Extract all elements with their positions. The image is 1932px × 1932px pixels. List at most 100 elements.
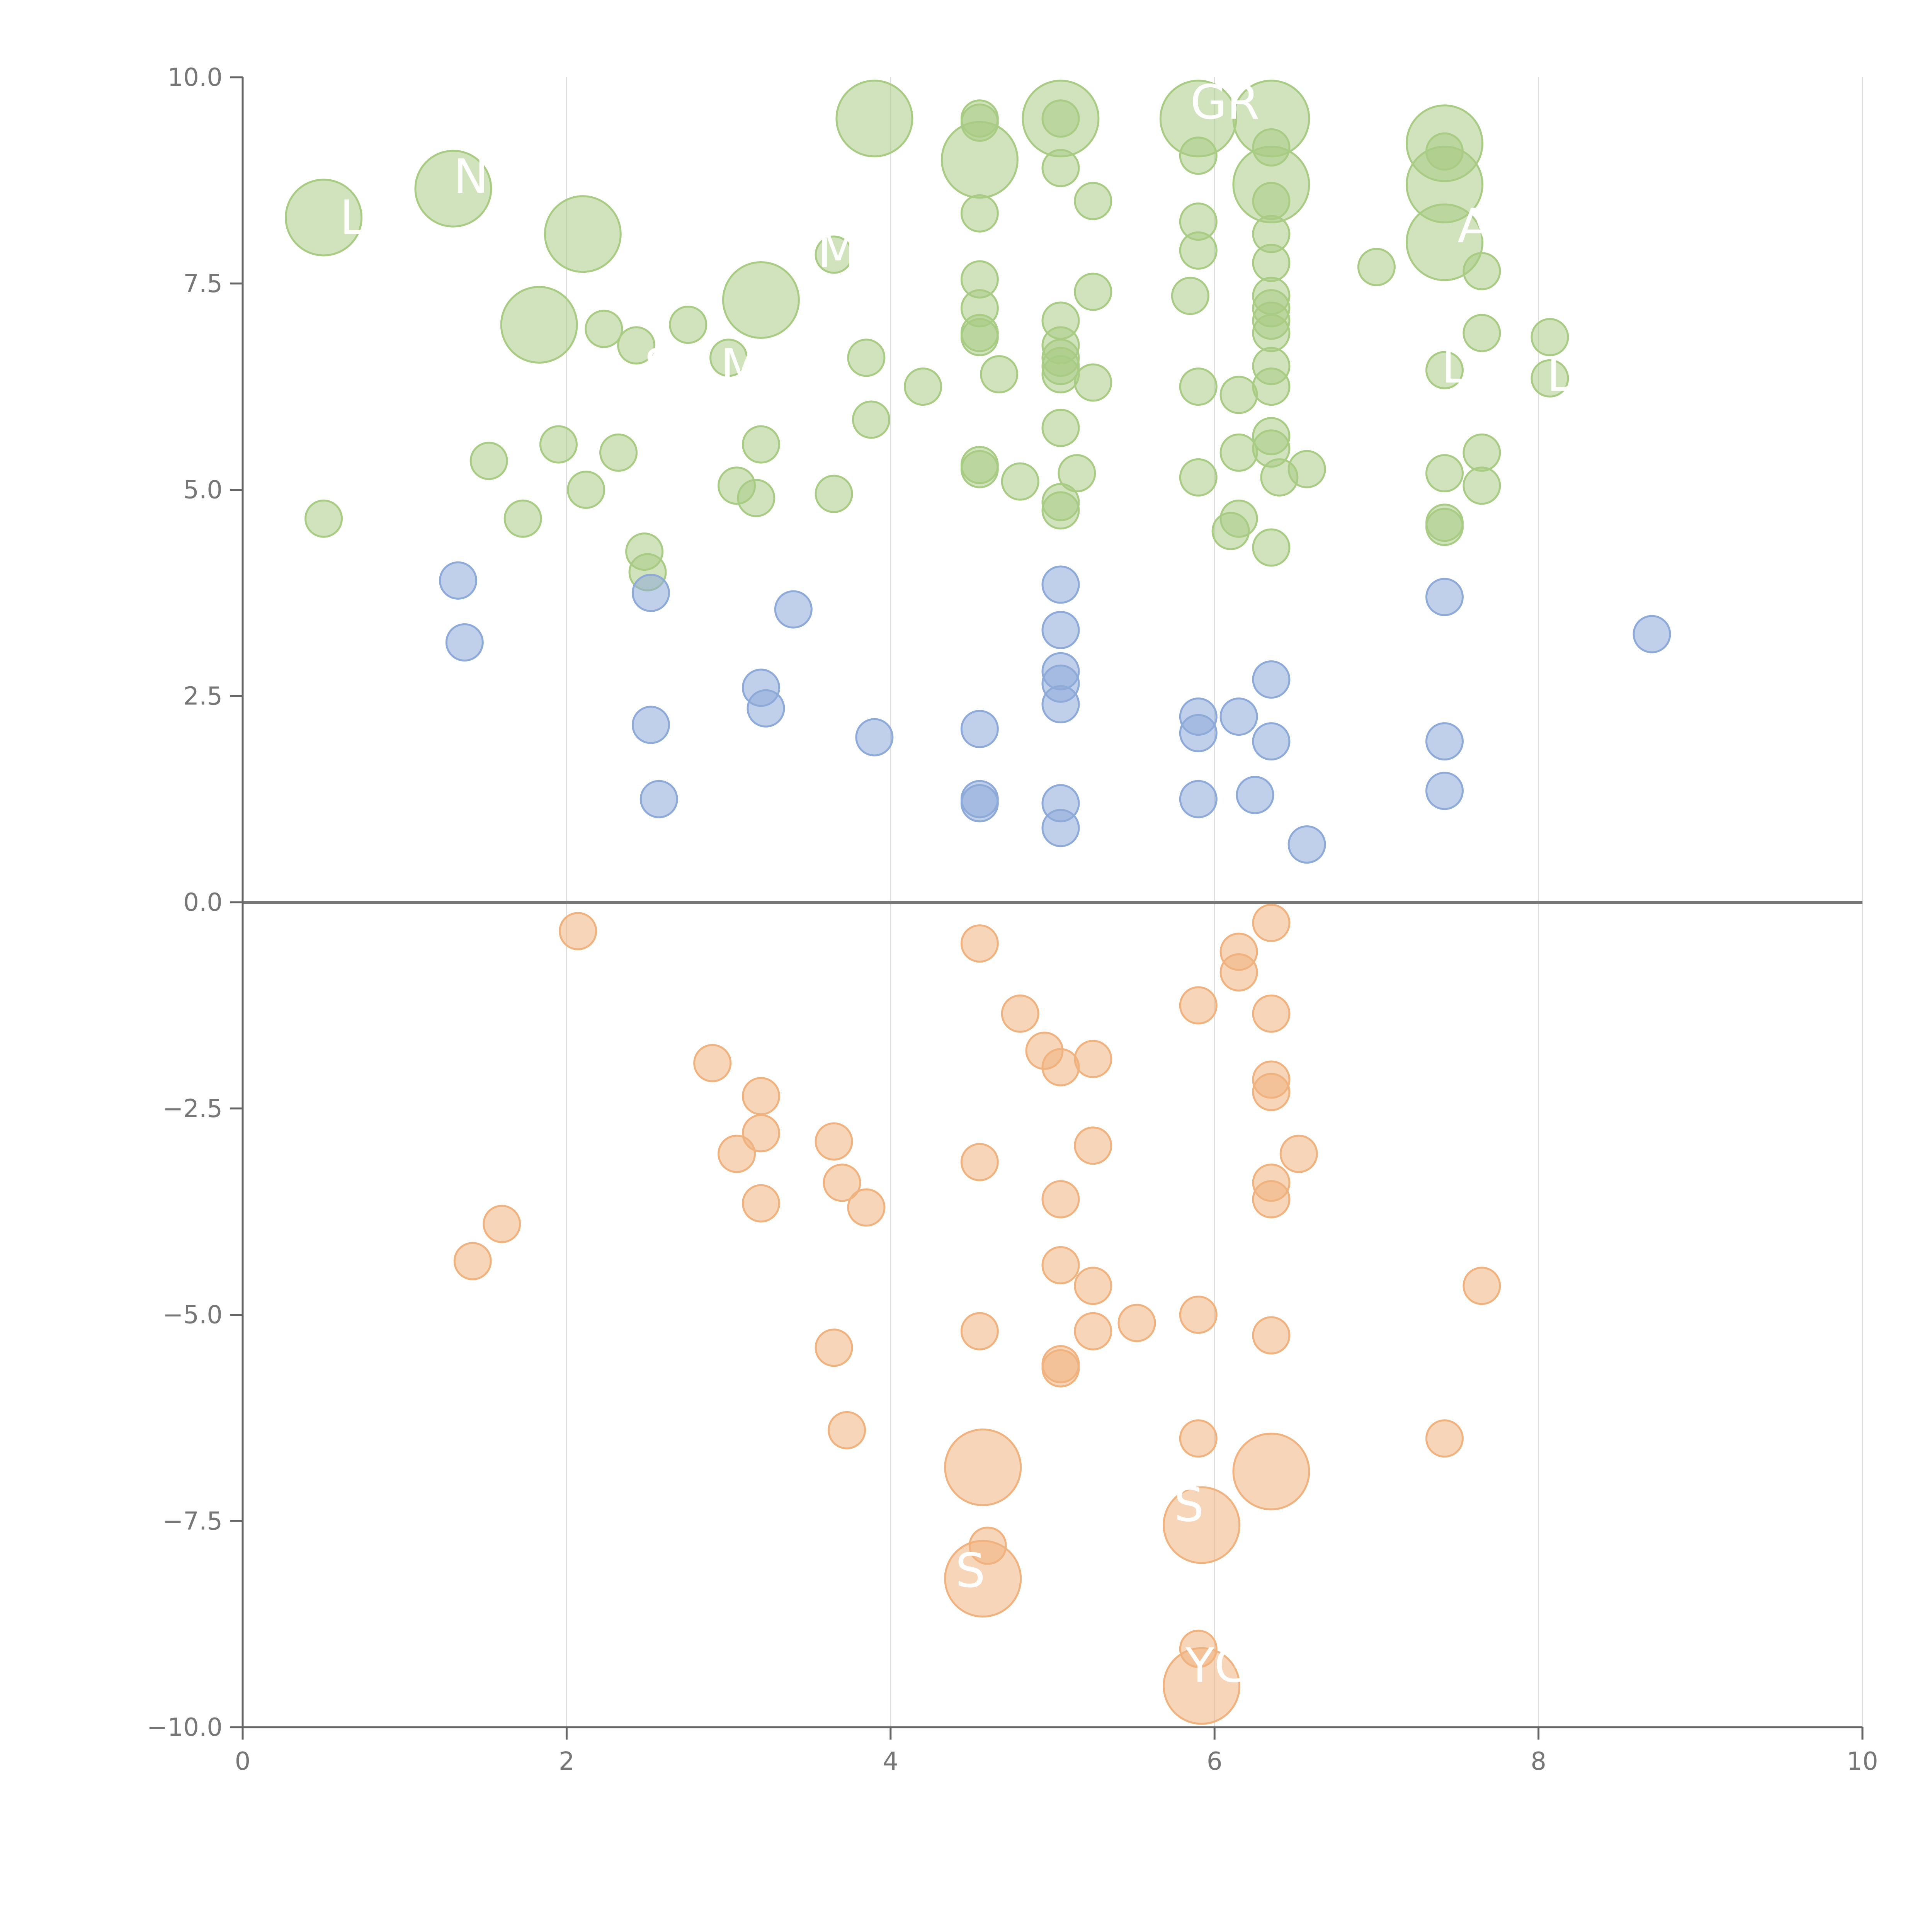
bubble-point (815, 1328, 853, 1367)
y-tick-label: 5.0 (183, 476, 223, 505)
bubble-point (1179, 780, 1218, 818)
bubble-point (1074, 272, 1112, 311)
bubble-point (1425, 351, 1464, 389)
bubble-point (1425, 454, 1464, 493)
bubble-point (1041, 685, 1080, 724)
bubble-point (1041, 1246, 1080, 1284)
bubble-point (1252, 243, 1291, 282)
bubble-point (1287, 825, 1326, 864)
bubble-point (960, 1312, 999, 1350)
bubble-label: A (1458, 199, 1490, 253)
bubble-label: GR (1190, 75, 1259, 130)
bubble-point (1252, 903, 1291, 942)
bubble-point (815, 235, 853, 274)
bubble-label: L (1441, 339, 1468, 394)
bubble-point (1074, 1126, 1112, 1165)
bubble-point (1531, 359, 1569, 398)
bubble-label: YG (1185, 1638, 1251, 1693)
bubble-label: M (721, 339, 761, 394)
bubble-point (855, 718, 894, 757)
bubble-point (1252, 367, 1291, 406)
bubble-point (1425, 772, 1464, 810)
bubble-point (585, 310, 623, 348)
bubble-point (960, 1143, 999, 1182)
bubble-point (944, 1428, 1022, 1506)
bubble-point (469, 442, 508, 480)
bubble-point (737, 479, 776, 517)
bubble-point (747, 689, 785, 728)
bubble-point (904, 367, 942, 406)
bubble-point (414, 150, 492, 228)
bubble-point (1260, 458, 1299, 497)
bubble-point (453, 1242, 492, 1281)
x-tick-label: 8 (1531, 1747, 1546, 1776)
bubble-point (742, 1077, 780, 1116)
bubble-point (617, 326, 656, 365)
y-tick-label: −2.5 (163, 1095, 223, 1123)
bubble-point (815, 474, 853, 513)
bubble-point (1074, 1267, 1112, 1305)
bubble-point (1463, 466, 1501, 505)
bubble-point (1058, 454, 1096, 493)
bubble-point (1041, 611, 1080, 649)
bubble-label: S (1174, 1477, 1204, 1532)
y-tick-label: −7.5 (163, 1507, 223, 1536)
bubble-point (828, 1411, 866, 1449)
y-tick-label: 2.5 (183, 682, 223, 711)
bubble-point (1357, 248, 1396, 286)
bubble-point (852, 400, 890, 439)
bubble-point (944, 1540, 1022, 1618)
bubble-point (1425, 578, 1464, 616)
bubble-point (835, 80, 913, 158)
bubble-point (1179, 1419, 1218, 1458)
bubble-point (847, 1188, 886, 1227)
bubble-point (742, 1184, 780, 1223)
bubble-point (1001, 994, 1039, 1033)
bubble-point (1041, 565, 1080, 604)
bubble-point (1252, 314, 1291, 352)
bubble-point (1074, 182, 1112, 220)
bubble-point (1252, 1180, 1291, 1219)
bubble-point (1425, 1419, 1464, 1458)
bubble-point (1041, 809, 1080, 847)
bubble-point (599, 433, 638, 472)
x-tick-label: 4 (883, 1747, 898, 1776)
bubble-point (1219, 376, 1258, 414)
bubble-label: D (1547, 347, 1583, 402)
bubble-point (718, 1134, 756, 1173)
bubble-point (1425, 722, 1464, 761)
bubble-point (1219, 697, 1258, 736)
bubble-point (1171, 277, 1209, 315)
bubble-point (544, 195, 622, 273)
bubble-point (1001, 462, 1039, 501)
x-tick-label: 10 (1847, 1747, 1878, 1776)
bubble-point (709, 338, 748, 377)
bubble-point (1252, 994, 1291, 1033)
bubble-point (1117, 1304, 1156, 1342)
bubble-point (639, 780, 678, 818)
bubble-point (1041, 491, 1080, 530)
bubble-point (1074, 363, 1112, 402)
x-tick-label: 0 (235, 1747, 251, 1776)
bubble-point (960, 784, 999, 823)
y-tick-label: −10.0 (147, 1713, 223, 1742)
bubble-point (1163, 1647, 1241, 1725)
bubble-point (1279, 1134, 1318, 1173)
y-tick-label: 10.0 (168, 63, 223, 92)
bubble-point (1219, 953, 1258, 992)
bubble-point (1252, 528, 1291, 567)
bubble-point (1232, 1432, 1310, 1510)
bubble-point (1236, 776, 1274, 814)
bubble-point (1041, 1180, 1080, 1219)
y-tick-label: 0.0 (183, 888, 223, 917)
bubble-point (1463, 433, 1501, 472)
bubble-point (960, 103, 999, 142)
bubbles (285, 80, 1671, 1725)
x-tick-label: 2 (559, 1747, 575, 1776)
bubble-point (483, 1205, 521, 1243)
bubble-point (1252, 722, 1291, 761)
bubble-point (1252, 660, 1291, 699)
bubble-label: L (340, 190, 366, 245)
bubble-point (1179, 714, 1218, 752)
